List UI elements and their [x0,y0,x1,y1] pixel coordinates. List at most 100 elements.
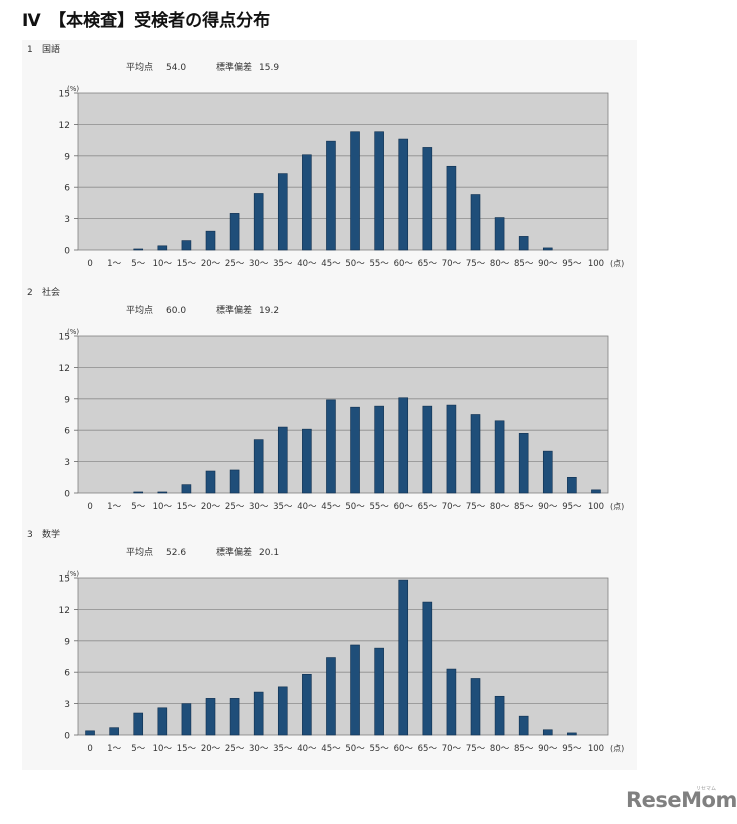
x-tick-label: 25～ [225,502,245,512]
bar [518,236,529,251]
bar [350,644,360,736]
bar [277,173,288,251]
x-tick-label: 65～ [418,502,438,512]
bar [494,217,505,251]
x-tick-label: 55～ [369,259,389,269]
chart-number: 1 [27,45,33,55]
bar [253,193,264,251]
bar [567,477,577,494]
y-tick-label: 9 [64,637,70,647]
y-tick-label: 0 [64,732,70,742]
y-tick-label: 12 [59,606,70,616]
sd-label: 標準偏差 [216,546,252,558]
x-tick-label: 10～ [153,259,173,269]
x-tick-label: 60～ [394,744,414,754]
y-tick-label: 9 [64,152,70,162]
bar [470,414,481,494]
x-tick-label: 85～ [514,502,534,512]
y-tick-label: 3 [64,458,70,468]
bar [446,404,457,494]
resemom-logo: ReseMom [626,788,737,812]
x-tick-label: 5～ [131,259,145,269]
chart-number: 2 [27,288,33,298]
sd-label: 標準偏差 [216,304,252,316]
x-tick-label: 70～ [442,259,462,269]
bar [350,131,360,251]
plot-area [77,92,609,251]
bar [229,698,240,736]
bar [277,686,288,736]
bar [518,433,529,494]
x-tick-label: 10～ [153,744,173,754]
x-tick-label: 0 [87,259,92,269]
x-tick-label: 100 [588,744,604,754]
chart-subject: 国語 [42,43,60,55]
bar [446,668,457,736]
bar [181,484,192,494]
bar [157,707,168,736]
mean-label: 平均点 [126,304,153,316]
bar [133,491,144,494]
x-tick-label: 80～ [490,744,510,754]
x-tick-label: 0 [87,502,92,512]
bar [109,727,119,736]
bar [181,703,192,736]
bar [302,428,312,494]
bar [205,230,216,251]
y-tick-label: 3 [64,215,70,225]
mean-value: 52.6 [166,548,186,558]
x-tick-label: 100 [588,502,604,512]
x-tick-label: 0 [87,744,92,754]
bar [85,730,95,736]
y-tick-label: 6 [64,669,70,679]
bar [542,247,553,251]
y-tick-label: 6 [64,184,70,194]
x-tick-label: 25～ [225,744,245,754]
bar [470,194,481,251]
bar [422,405,433,494]
x-tick-label: 90～ [538,744,558,754]
x-tick-label: 5～ [131,744,145,754]
x-tick-label: 80～ [490,502,510,512]
y-tick-label: 0 [64,247,70,257]
x-tick-label: 50～ [345,259,365,269]
x-tick-label: 65～ [418,744,438,754]
x-tick-label: 90～ [538,502,558,512]
x-axis-label: (点) [610,744,624,753]
x-tick-label: 15～ [177,502,197,512]
sd-value: 15.9 [259,63,279,73]
x-tick-label: 15～ [177,259,197,269]
x-tick-label: 45～ [321,259,341,269]
x-tick-label: 85～ [514,259,534,269]
bar [422,601,433,736]
x-tick-label: 30～ [249,502,269,512]
x-tick-label: 80～ [490,259,510,269]
y-tick-label: 9 [64,395,70,405]
x-tick-label: 1～ [107,259,121,269]
sd-value: 20.1 [259,548,279,558]
x-tick-label: 95～ [562,502,582,512]
bar [398,138,409,251]
x-tick-label: 60～ [394,259,414,269]
bar [253,439,264,494]
x-axis-label: (点) [610,502,624,511]
bar [157,245,168,251]
chart-subject: 社会 [42,286,60,298]
y-tick-label: 3 [64,700,70,710]
bar [181,240,192,251]
bar [350,406,360,494]
y-tick-label: 15 [59,575,70,585]
bar [205,470,216,494]
x-tick-label: 35～ [273,259,293,269]
bar [326,140,336,251]
x-tick-label: 40～ [297,502,317,512]
x-tick-label: 55～ [369,744,389,754]
bar [422,147,433,251]
bar [326,657,336,736]
bar [229,213,240,251]
x-tick-label: 20～ [201,744,221,754]
x-tick-label: 60～ [394,502,414,512]
